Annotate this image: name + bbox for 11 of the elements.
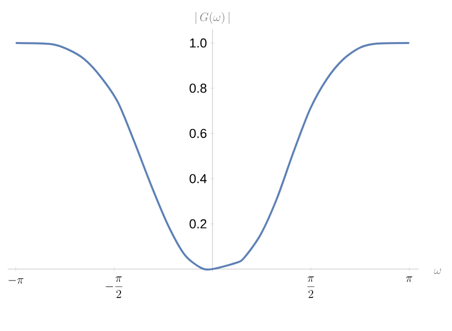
y-tick-label: 0.6 xyxy=(190,128,206,138)
y-tick-label: 0.2 xyxy=(190,219,206,228)
x-tick-label: $-\frac{\pi}{2}$ xyxy=(106,276,122,298)
y-tick-label: 0.8 xyxy=(190,84,206,93)
x-tick-label: $\frac{\pi}{2}$ xyxy=(307,276,314,298)
y-tick-label: 1.0 xyxy=(190,38,207,48)
x-tick-label: $-\pi$ xyxy=(8,278,24,284)
x-axis-title: $\omega$ xyxy=(434,268,441,274)
x-tick-label: $\pi$ xyxy=(406,276,412,282)
y-axis-title: $|\,G(\omega)\,|$ xyxy=(196,12,230,24)
y-tick-label: 0.4 xyxy=(190,174,207,184)
